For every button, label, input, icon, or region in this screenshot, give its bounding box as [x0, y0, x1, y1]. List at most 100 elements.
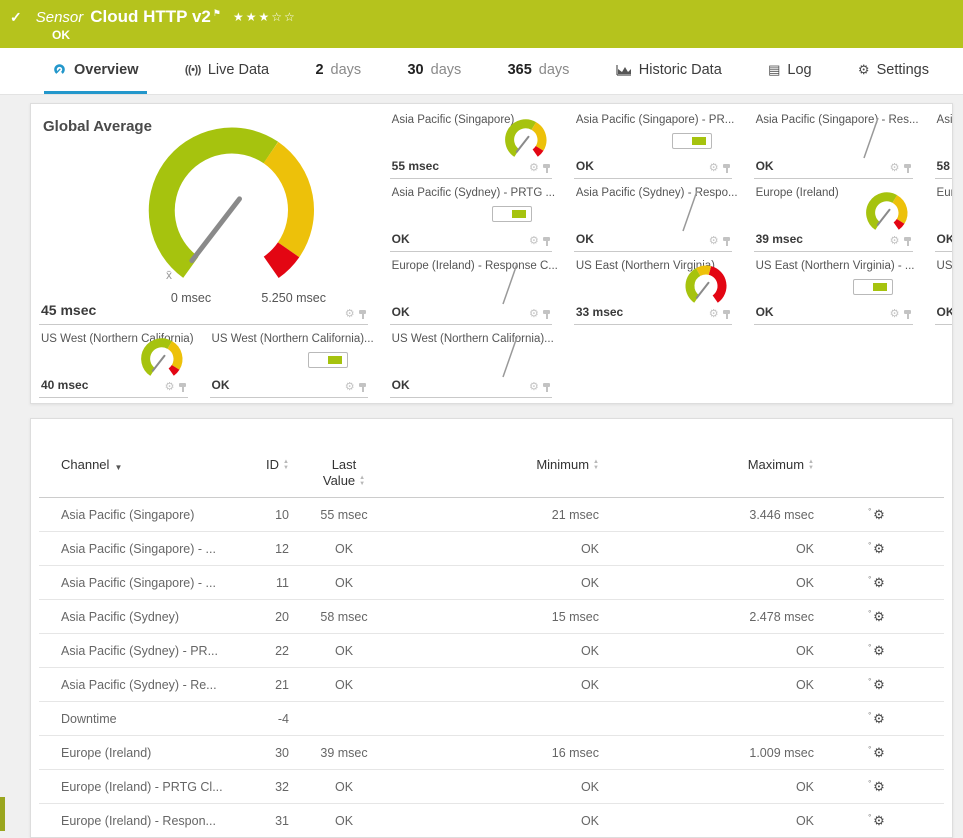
pin-icon[interactable]	[542, 163, 552, 174]
cell-maximum: 3.446 msec	[749, 507, 814, 522]
tab-30-days[interactable]: 30 days	[399, 48, 469, 94]
gear-icon[interactable]: ⚙	[164, 381, 175, 393]
channel-settings-icon[interactable]: ⚙	[868, 673, 885, 691]
mean-marker: x̄	[166, 268, 172, 282]
tab-365-days[interactable]: 365 days	[500, 48, 578, 94]
pin-icon[interactable]	[358, 382, 368, 393]
pin-icon[interactable]	[903, 236, 913, 247]
gauge-scale-min: 0 msec	[170, 291, 212, 305]
channel-gauge-cell: Asia Pacific (Sydney)58 msec⚙	[927, 106, 952, 179]
channel-gauge-label: Europe (Ireland)	[755, 187, 839, 199]
cell-last-value: OK	[334, 643, 354, 658]
channel-gauge-cell: Asia Pacific (Singapore) - PR... OK ⚙	[566, 106, 746, 179]
pin-icon[interactable]	[358, 309, 368, 320]
gauge-icon	[52, 63, 67, 76]
gear-icon[interactable]: ⚙	[344, 308, 355, 320]
cell-actions: ⚙	[814, 503, 944, 521]
gear-icon[interactable]: ⚙	[889, 162, 900, 174]
channel-gauge-label: Asia Pacific (Sydney) - Respo...	[575, 187, 738, 199]
cell-channel: Asia Pacific (Singapore)	[61, 507, 195, 522]
cell-last-value: OK	[334, 813, 354, 828]
cell-channel: Europe (Ireland)	[61, 745, 152, 760]
sort-icon[interactable]: ▲ ▼	[283, 459, 289, 471]
channel-settings-icon[interactable]: ⚙	[868, 605, 885, 623]
pin-icon[interactable]	[542, 382, 552, 393]
cell-minimum: OK	[580, 643, 599, 658]
global-average-cell: Global Average x̄ 0 msec 5.250 msec 45 m…	[31, 106, 382, 325]
channel-gauge-cell: Asia Pacific (Sydney) - Respo... OK ⚙	[566, 179, 746, 252]
channel-gauge-cell: US East (Northern Virginia) 33 msec ⚙	[566, 252, 746, 325]
gear-icon[interactable]: ⚙	[344, 381, 355, 393]
gear-icon[interactable]: ⚙	[528, 381, 539, 393]
cell-id: 10	[275, 507, 289, 522]
sort-icon[interactable]: ▲ ▼	[359, 475, 366, 487]
channel-mini-gauge	[500, 116, 552, 169]
cell-icons: ⚙	[165, 382, 188, 393]
tab-historic-data[interactable]: Historic Data	[608, 48, 730, 94]
pin-icon[interactable]	[722, 236, 732, 247]
pin-icon[interactable]	[903, 309, 913, 320]
sort-icon[interactable]: ▲ ▼	[808, 459, 814, 471]
channel-ok-toggle	[852, 279, 893, 295]
tab-label: days	[330, 61, 362, 78]
gear-icon[interactable]: ⚙	[889, 235, 900, 247]
channel-settings-icon[interactable]: ⚙	[868, 707, 885, 725]
gear-icon[interactable]: ⚙	[528, 162, 539, 174]
channel-settings-icon[interactable]: ⚙	[868, 741, 885, 759]
gear-icon[interactable]: ⚙	[528, 235, 539, 247]
gear-icon[interactable]: ⚙	[528, 308, 539, 320]
column-header-lastvalue[interactable]: Last Value ▲ ▼	[322, 457, 366, 488]
gear-icon[interactable]: ⚙	[889, 308, 900, 320]
column-header-id[interactable]: ID ▲ ▼	[266, 457, 289, 472]
channel-mini-gauge	[861, 189, 913, 242]
channel-settings-icon[interactable]: ⚙	[868, 639, 885, 657]
cell-maximum: OK	[795, 541, 814, 556]
tab-settings[interactable]: ⚙ Settings	[850, 48, 937, 94]
cell-id: 22	[275, 643, 289, 658]
channel-gauge-label: Asia Pacific (Singapore)	[391, 114, 515, 126]
priority-flag-icon[interactable]: ⚑	[212, 8, 221, 18]
cell-minimum: OK	[580, 575, 599, 590]
tab-live-data[interactable]: ((•)) Live Data	[177, 48, 277, 94]
sensor-title: Cloud HTTP v2	[90, 7, 211, 26]
channel-settings-icon[interactable]: ⚙	[868, 503, 885, 521]
tab-label: Historic Data	[638, 61, 722, 78]
cell-minimum: OK	[580, 779, 599, 794]
pin-icon[interactable]	[722, 163, 732, 174]
channel-gauge-value: OK	[211, 378, 230, 392]
cell-actions: ⚙	[814, 741, 944, 759]
gear-icon[interactable]: ⚙	[708, 308, 719, 320]
channel-ok-toggle	[671, 133, 712, 149]
channel-gauge-cell: Europe (Ireland) - Response C... OK ⚙	[382, 252, 566, 325]
channel-gauge-value: 40 msec	[41, 378, 89, 392]
channel-settings-icon[interactable]: ⚙	[868, 571, 885, 589]
channel-gauge-value: 39 msec	[755, 232, 803, 246]
cell-channel: Europe (Ireland) - PRTG Cl...	[61, 779, 223, 794]
channel-settings-icon[interactable]: ⚙	[868, 537, 885, 555]
pin-icon[interactable]	[542, 236, 552, 247]
column-header-channel[interactable]: Channel ▼	[39, 457, 239, 476]
channel-needle-gauge	[488, 329, 532, 386]
channel-settings-icon[interactable]: ⚙	[868, 775, 885, 793]
channel-gauge-label: Asia Pacific (Sydney) - PRTG ...	[391, 187, 556, 199]
pin-icon[interactable]	[542, 309, 552, 320]
gear-icon[interactable]: ⚙	[708, 235, 719, 247]
cell-icons: ⚙	[529, 163, 552, 174]
cell-channel: Asia Pacific (Singapore) - ...	[61, 541, 216, 556]
channel-settings-icon[interactable]: ⚙	[868, 809, 885, 827]
sort-icon[interactable]: ▲ ▼	[593, 459, 599, 471]
pin-icon[interactable]	[178, 382, 188, 393]
priority-stars[interactable]: ★★★☆☆	[232, 10, 297, 24]
channel-gauge-value: OK	[575, 232, 594, 246]
column-header-minimum[interactable]: Minimum ▲ ▼	[536, 457, 599, 472]
pin-icon[interactable]	[722, 309, 732, 320]
tab-2-days[interactable]: 2 days	[307, 48, 369, 94]
gear-icon[interactable]: ⚙	[708, 162, 719, 174]
column-header-maximum[interactable]: Maximum ▲ ▼	[747, 457, 814, 472]
pin-icon[interactable]	[903, 163, 913, 174]
cell-minimum: OK	[580, 541, 599, 556]
sensor-header: ✓ Sensor Cloud HTTP v2 ⚑ ★★★☆☆ OK	[0, 0, 963, 48]
tab-overview[interactable]: Overview	[44, 48, 147, 94]
tab-log[interactable]: ▤ Log	[760, 48, 820, 94]
cell-minimum: 21 msec	[551, 507, 599, 522]
